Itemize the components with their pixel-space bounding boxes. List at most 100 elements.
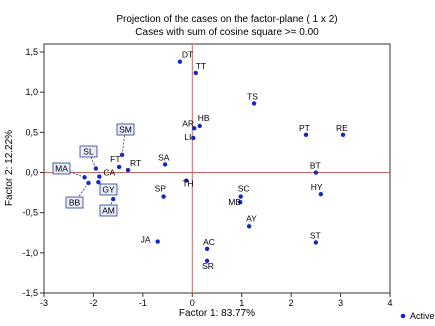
- point-marker: [313, 170, 319, 175]
- data-point-ca: CA: [97, 168, 115, 179]
- data-point-sc: SC: [238, 184, 250, 199]
- y-tick-label: -1,0: [22, 248, 38, 258]
- label-box: [116, 123, 135, 136]
- data-point-li: LI: [184, 132, 196, 142]
- point-label: RT: [130, 158, 141, 168]
- data-point-ma: MA: [52, 162, 87, 180]
- point-marker: [161, 194, 166, 199]
- point-label: TH: [182, 179, 193, 189]
- data-point-am: AM: [99, 196, 118, 217]
- x-tick-label: -1: [139, 298, 147, 308]
- point-label: FT: [110, 154, 120, 164]
- point-label: AM: [102, 206, 115, 216]
- y-tick-label: 1,0: [25, 87, 38, 97]
- legend-label: Active: [410, 311, 435, 321]
- point-label: CA: [103, 168, 115, 178]
- point-label: AR: [182, 118, 194, 128]
- data-point-hy: HY: [311, 182, 323, 197]
- data-point-tt: TT: [193, 61, 206, 76]
- chart-subtitle: Cases with sum of cosine square >= 0.00: [135, 27, 319, 38]
- point-label: MB: [228, 197, 241, 207]
- data-point-ft: FT: [110, 154, 122, 170]
- data-point-sp: SP: [155, 184, 167, 199]
- data-point-sm: SM: [116, 123, 135, 158]
- y-tick-label: 1,5: [25, 47, 38, 57]
- point-label: HB: [198, 113, 210, 123]
- point-marker: [204, 246, 210, 252]
- x-axis-label: Factor 1: 83.77%: [179, 308, 255, 319]
- point-marker: [313, 240, 319, 245]
- data-point-bb: BB: [65, 180, 91, 209]
- data-point-bt: BT: [310, 161, 321, 175]
- data-point-re: RE: [336, 123, 348, 137]
- point-label: BT: [310, 161, 321, 171]
- plot-area: [43, 43, 391, 294]
- legend-marker: [400, 313, 406, 319]
- point-marker: [238, 200, 243, 205]
- point-marker: [155, 239, 160, 244]
- label-box: [99, 183, 118, 196]
- point-label: MA: [55, 164, 68, 174]
- data-point-mb: MB: [228, 197, 243, 207]
- label-box: [52, 162, 71, 175]
- point-label: TS: [247, 91, 258, 101]
- label-box: [79, 145, 98, 158]
- data-point-th: TH: [182, 178, 194, 189]
- point-label: HY: [311, 182, 323, 192]
- data-point-ts: TS: [247, 91, 258, 106]
- data-point-ar: AR: [182, 118, 197, 131]
- data-point-dt: DT: [177, 50, 193, 64]
- legend: Active: [400, 311, 435, 321]
- chart-title: Projection of the cases on the factor-pl…: [116, 14, 337, 25]
- data-point-st: ST: [310, 230, 321, 245]
- label-leader-line: [61, 168, 85, 178]
- y-tick-label: -0,5: [22, 208, 38, 218]
- data-point-sa: SA: [158, 152, 170, 167]
- data-point-rt: RT: [125, 158, 141, 173]
- data-point-gy: GY: [96, 179, 118, 196]
- x-tick-label: -3: [40, 298, 48, 308]
- point-label: TT: [196, 61, 206, 71]
- point-label: RE: [336, 123, 348, 133]
- point-label: SC: [238, 184, 250, 194]
- x-tick-label: 4: [387, 298, 392, 308]
- data-point-ay: AY: [246, 213, 257, 229]
- point-marker: [197, 123, 202, 129]
- point-label: AY: [246, 213, 257, 223]
- point-marker: [177, 59, 183, 64]
- point-marker: [303, 132, 309, 137]
- y-tick-label: 0,0: [25, 168, 38, 178]
- point-marker: [340, 132, 346, 137]
- point-label: PT: [299, 123, 310, 133]
- data-point-pt: PT: [299, 123, 310, 137]
- point-marker: [125, 167, 131, 173]
- label-leader-line: [74, 182, 89, 203]
- point-label: BB: [69, 198, 81, 208]
- y-tick-label: 0,5: [25, 127, 38, 137]
- point-marker: [97, 174, 102, 179]
- x-tick-label: 2: [289, 298, 294, 308]
- point-label: SL: [83, 147, 94, 157]
- point-marker: [191, 135, 196, 141]
- point-label: SA: [158, 152, 170, 162]
- point-marker: [238, 194, 243, 199]
- point-label: DT: [182, 50, 193, 60]
- data-point-sr: SR: [202, 258, 214, 271]
- y-axis-label: Factor 2: 12.22%: [4, 130, 15, 206]
- data-point-sl: SL: [79, 145, 99, 171]
- point-label: SR: [202, 261, 214, 271]
- point-marker: [251, 101, 257, 106]
- point-marker: [193, 70, 198, 76]
- point-label: JA: [141, 235, 151, 245]
- x-tick-label: 1: [239, 298, 244, 308]
- y-tick-label: -1,5: [22, 288, 38, 298]
- point-label: SP: [155, 184, 167, 194]
- point-marker: [116, 164, 122, 170]
- point-label: SM: [119, 125, 132, 135]
- x-tick-label: -2: [89, 298, 97, 308]
- data-point-ja: JA: [141, 235, 160, 245]
- data-point-ac: AC: [203, 237, 215, 252]
- point-marker: [184, 178, 189, 183]
